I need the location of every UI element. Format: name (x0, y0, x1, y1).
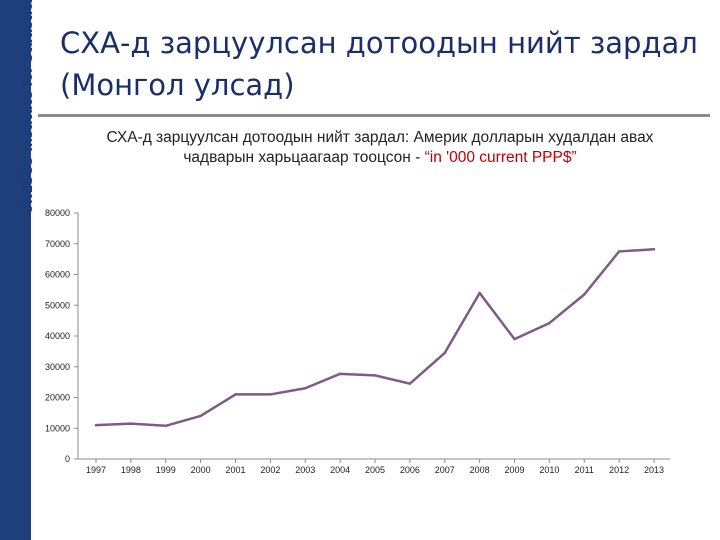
chart-title-unit: “in '000 current PPP$” (424, 149, 577, 166)
y-tick-label: 60000 (45, 270, 70, 280)
x-tick-label: 2002 (260, 465, 280, 475)
y-tick-label: 40000 (45, 331, 70, 341)
y-tick-label: 10000 (45, 423, 70, 433)
data-point (304, 387, 307, 390)
slide-title: СХА-д зарцуулсан дотоодын нийт зардал (М… (60, 22, 710, 106)
x-tick-label: 2001 (225, 465, 245, 475)
data-point (199, 414, 202, 418)
x-tick-label: 2008 (470, 465, 490, 475)
y-tick-label: 80000 (45, 208, 70, 218)
data-point (652, 248, 656, 251)
y-tick-label: 20000 (45, 393, 70, 403)
data-point (94, 423, 98, 427)
data-point (234, 393, 237, 396)
data-point (129, 422, 133, 425)
side-bar (0, 0, 31, 540)
x-tick-label: 2003 (295, 465, 315, 475)
x-tick-label: 1997 (86, 465, 106, 475)
x-tick-label: 1998 (121, 465, 141, 475)
data-point (583, 293, 586, 296)
data-point (408, 382, 412, 385)
data-point (617, 250, 621, 253)
y-tick-label: 0 (65, 454, 70, 464)
x-tick-label: 2007 (435, 465, 455, 475)
y-tick-label: 30000 (45, 362, 70, 372)
x-tick-label: 2005 (365, 465, 385, 475)
chart-title-main: СХА-д зарцуулсан дотоодын нийт зардал: А… (106, 129, 654, 166)
x-tick-label: 2000 (191, 465, 211, 475)
chart-title: СХА-д зарцуулсан дотоодын нийт зардал: А… (90, 128, 670, 168)
series-line (94, 248, 656, 428)
data-point (513, 337, 516, 341)
y-tick-label: 50000 (45, 300, 70, 310)
x-tick-label: 2010 (539, 465, 559, 475)
title-divider (38, 114, 710, 117)
data-point (373, 374, 377, 377)
data-point (269, 393, 272, 396)
data-point (443, 351, 446, 355)
x-tick-label: 2006 (400, 465, 420, 475)
data-point (478, 291, 481, 295)
slide-title-line-1: СХА-д зарцуулсан дотоодын нийт зардал (60, 26, 698, 60)
x-tick-label: 2004 (330, 465, 350, 475)
slide-title-line-2: (Монгол улсад) (60, 68, 295, 102)
x-tick-label: 2009 (504, 465, 524, 475)
x-tick-label: 2013 (644, 465, 664, 475)
y-tick-label: 70000 (45, 239, 70, 249)
data-point (338, 372, 342, 376)
data-point (548, 321, 551, 325)
x-tick-label: 2012 (609, 465, 629, 475)
data-point (164, 424, 167, 427)
x-tick-label: 1999 (156, 465, 176, 475)
x-tick-label: 2011 (575, 465, 594, 475)
